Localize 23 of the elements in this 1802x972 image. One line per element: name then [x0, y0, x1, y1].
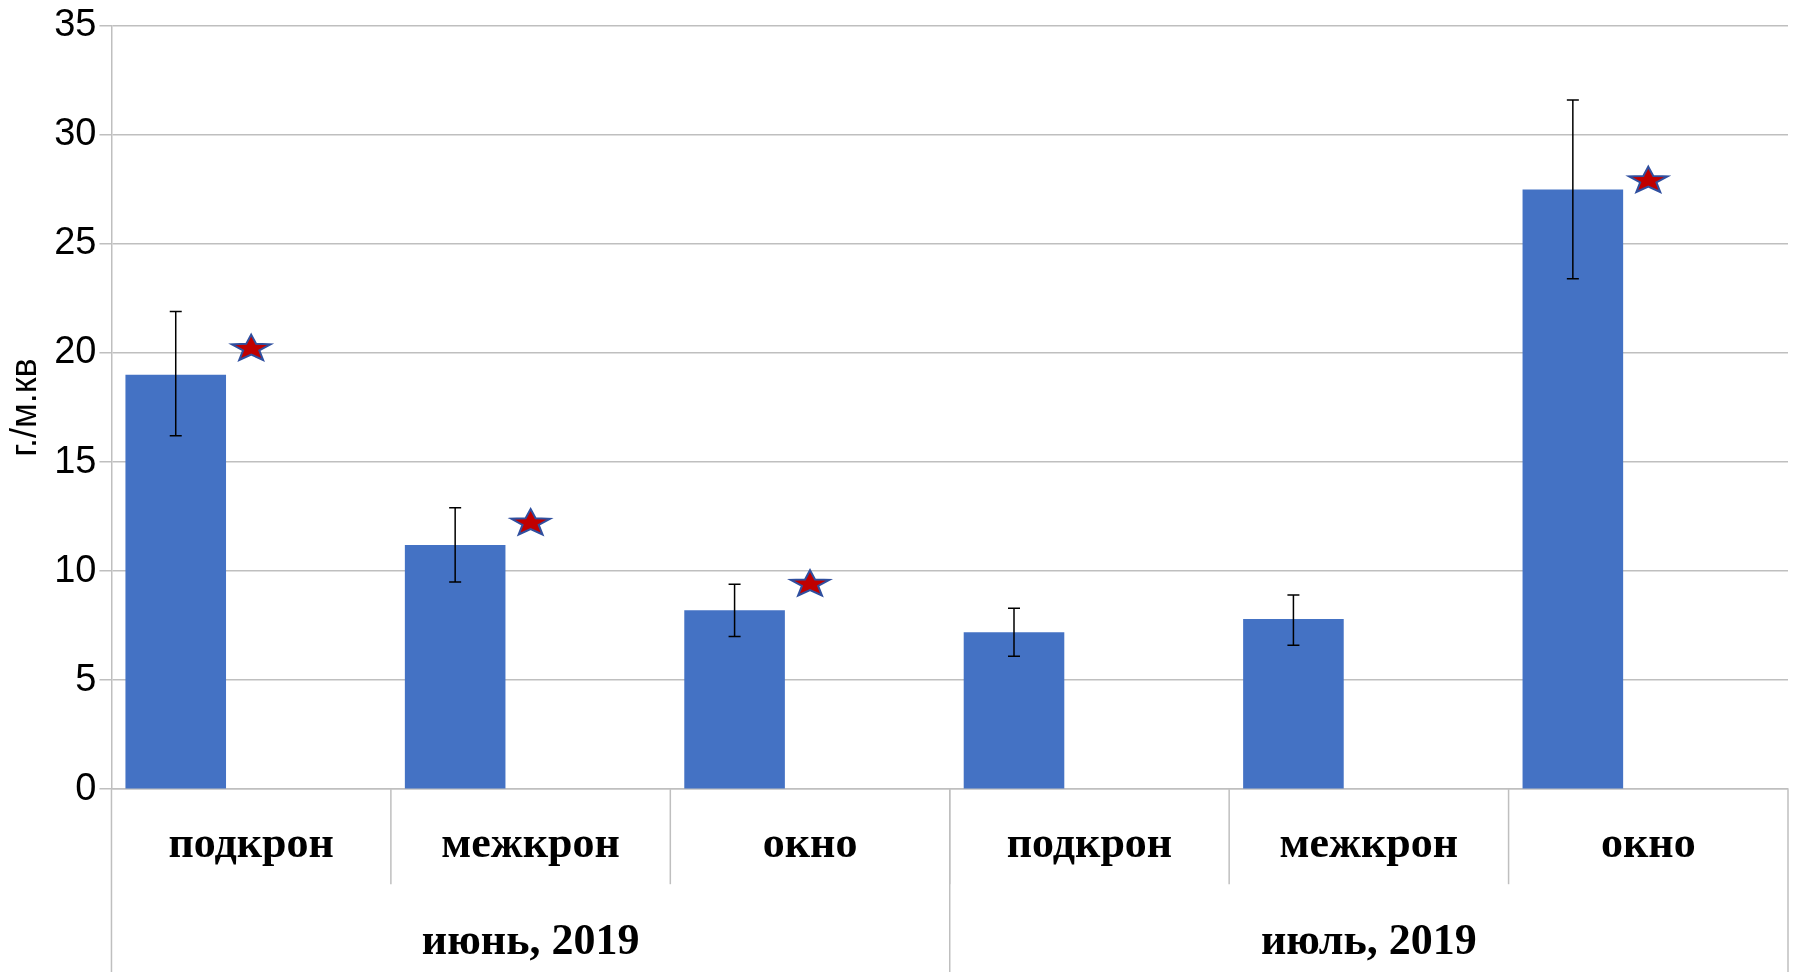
- x-tick-label: подкрон: [1006, 817, 1173, 867]
- bar: [404, 544, 506, 789]
- y-tick-label: 0: [75, 765, 97, 808]
- y-tick-label: 25: [54, 220, 97, 263]
- x-tick-label: окно: [1600, 817, 1696, 867]
- y-tick-label: 20: [54, 329, 97, 372]
- y-tick-label: 35: [54, 2, 97, 45]
- bar: [125, 374, 227, 789]
- x-tick-label: окно: [762, 817, 858, 867]
- bar: [963, 632, 1065, 789]
- y-tick-label: 15: [54, 438, 97, 481]
- text: июнь, 2019: [421, 915, 640, 965]
- y-tick-label: 10: [54, 547, 97, 590]
- y-tick-label: 5: [75, 656, 97, 699]
- x-tick-label: межкрон: [441, 817, 620, 867]
- bar: [1522, 189, 1624, 789]
- bar: [1243, 619, 1344, 789]
- x-tick-label: подкрон: [168, 817, 334, 867]
- text: июль, 2019: [1260, 915, 1477, 965]
- bar: [684, 610, 785, 789]
- x-tick-label: межкрон: [1279, 817, 1459, 867]
- y-axis-title: г./м.кв: [2, 358, 44, 457]
- y-tick-label: 30: [54, 111, 97, 154]
